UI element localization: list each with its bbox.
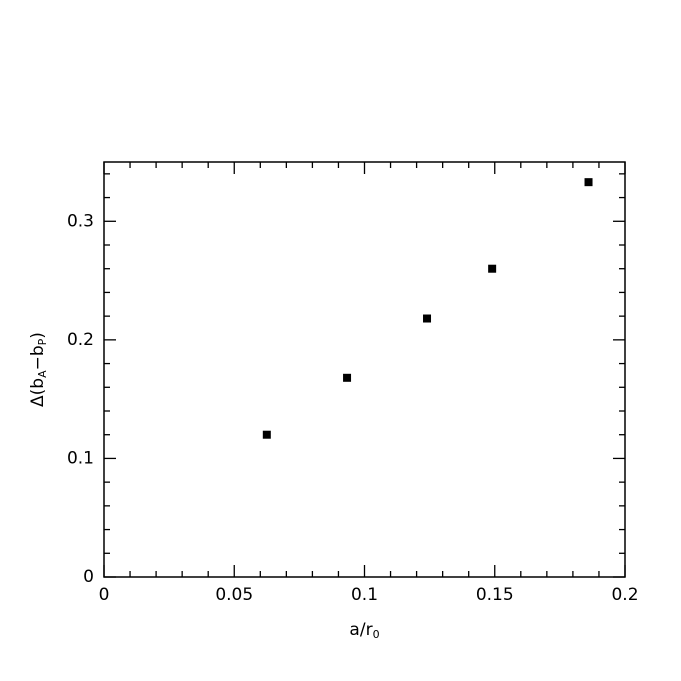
x-tick-label: 0.2 bbox=[611, 585, 638, 605]
x-tick-label: 0.1 bbox=[351, 585, 378, 605]
point bbox=[584, 178, 593, 187]
label-part: a/r bbox=[349, 620, 372, 640]
label-part: −b bbox=[28, 345, 48, 370]
x-tick-label: 0 bbox=[99, 585, 110, 605]
subscript: A bbox=[36, 370, 49, 378]
plot-frame bbox=[103, 161, 626, 578]
y-tick-label: 0.3 bbox=[67, 211, 94, 231]
point bbox=[423, 314, 432, 323]
y-axis-label: Δ(bA−bP) bbox=[28, 332, 49, 407]
label-part: Δ(b bbox=[28, 378, 48, 407]
y-tick-label: 0 bbox=[83, 567, 94, 587]
x-tick-label: 0.15 bbox=[476, 585, 514, 605]
x-tick-label: 0.05 bbox=[215, 585, 253, 605]
label-part: ) bbox=[28, 332, 48, 339]
y-tick-label: 0.2 bbox=[67, 330, 94, 350]
subscript: P bbox=[36, 338, 49, 345]
x-axis-label: a/r0 bbox=[349, 620, 379, 641]
point bbox=[262, 430, 271, 439]
point bbox=[488, 264, 497, 273]
subscript: 0 bbox=[373, 628, 380, 641]
y-tick-label: 0.1 bbox=[67, 448, 94, 468]
point bbox=[343, 373, 352, 382]
